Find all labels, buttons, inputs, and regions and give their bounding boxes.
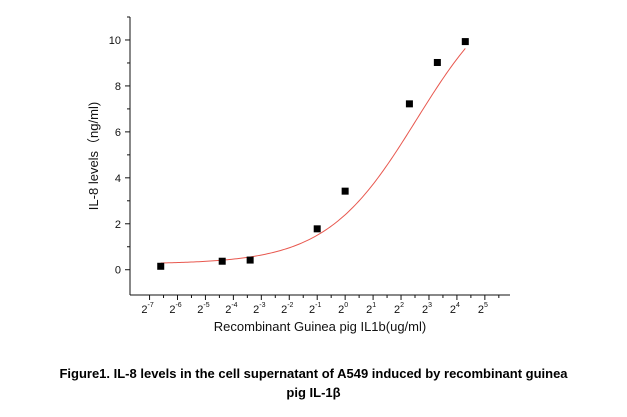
x-tick-label: 2-1: [309, 302, 321, 316]
x-tick-base: 2: [422, 304, 428, 316]
x-tick-base: 2: [450, 304, 456, 316]
x-tick-exponent: -3: [259, 302, 265, 309]
caption-line-1: Figure1. IL-8 levels in the cell superna…: [59, 366, 568, 381]
x-tick-label: 2-3: [253, 302, 265, 316]
y-tick-label: 2: [115, 219, 121, 231]
y-tick-label: 8: [115, 81, 121, 93]
x-tick-base: 2: [394, 304, 400, 316]
x-tick-exponent: -4: [231, 302, 237, 309]
x-axis-title: Recombinant Guinea pig IL1b(ug/ml): [214, 319, 426, 334]
x-tick-base: 2: [253, 304, 259, 316]
data-point: [461, 38, 469, 46]
y-axis-title: IL-8 levels（ng/ml): [86, 102, 101, 210]
data-points: [157, 38, 469, 270]
x-tick-base: 2: [141, 304, 147, 316]
data-point: [405, 100, 413, 108]
x-tick-base: 2: [281, 304, 287, 316]
x-tick-exponent: 2: [400, 302, 404, 309]
x-tick-label: 2-6: [169, 302, 181, 316]
x-tick-exponent: 4: [456, 302, 460, 309]
data-point: [157, 262, 165, 270]
x-tick-base: 2: [478, 304, 484, 316]
x-tick-base: 2: [225, 304, 231, 316]
x-ticks: 2-7 2-6 2-5 2-4 2-3 2-2 2-1 20 21 22 23 24 25: [141, 295, 500, 316]
x-tick-base: 2: [309, 304, 315, 316]
data-point: [341, 187, 349, 195]
x-tick-base: 2: [338, 304, 344, 316]
figure-caption: Figure1. IL-8 levels in the cell superna…: [0, 364, 627, 402]
x-tick-base: 2: [169, 304, 175, 316]
x-tick-label: 23: [422, 302, 432, 316]
y-tick-label: 6: [115, 127, 121, 139]
x-tick-exponent: -2: [287, 302, 293, 309]
fit-curve: [160, 48, 466, 264]
x-tick-label: 2-7: [141, 302, 153, 316]
y-ticks: 0 2 4 6 8 10: [109, 16, 130, 277]
x-tick-base: 2: [366, 304, 372, 316]
x-tick-label: 22: [394, 302, 404, 316]
caption-line-2: pig IL-1β: [286, 385, 341, 400]
data-point: [313, 225, 321, 233]
y-tick-label: 0: [115, 265, 121, 277]
x-tick-exponent: 1: [372, 302, 376, 309]
x-tick-exponent: -6: [175, 302, 181, 309]
x-tick-label: 20: [338, 302, 348, 316]
x-tick-label: 2-2: [281, 302, 293, 316]
x-tick-base: 2: [197, 304, 203, 316]
data-point: [433, 58, 441, 66]
x-tick-label: 25: [478, 302, 488, 316]
x-tick-label: 2-4: [225, 302, 237, 316]
y-tick-label: 10: [109, 35, 121, 47]
x-tick-label: 2-5: [197, 302, 209, 316]
x-tick-exponent: 3: [428, 302, 432, 309]
x-tick-label: 24: [450, 302, 460, 316]
x-tick-label: 21: [366, 302, 376, 316]
x-tick-exponent: -5: [203, 302, 209, 309]
x-tick-exponent: 5: [484, 302, 488, 309]
data-point: [246, 256, 254, 264]
data-point: [218, 257, 226, 265]
y-tick-label: 4: [115, 173, 121, 185]
x-tick-exponent: 0: [344, 302, 348, 309]
x-tick-exponent: -7: [148, 302, 154, 309]
x-tick-exponent: -1: [315, 302, 321, 309]
